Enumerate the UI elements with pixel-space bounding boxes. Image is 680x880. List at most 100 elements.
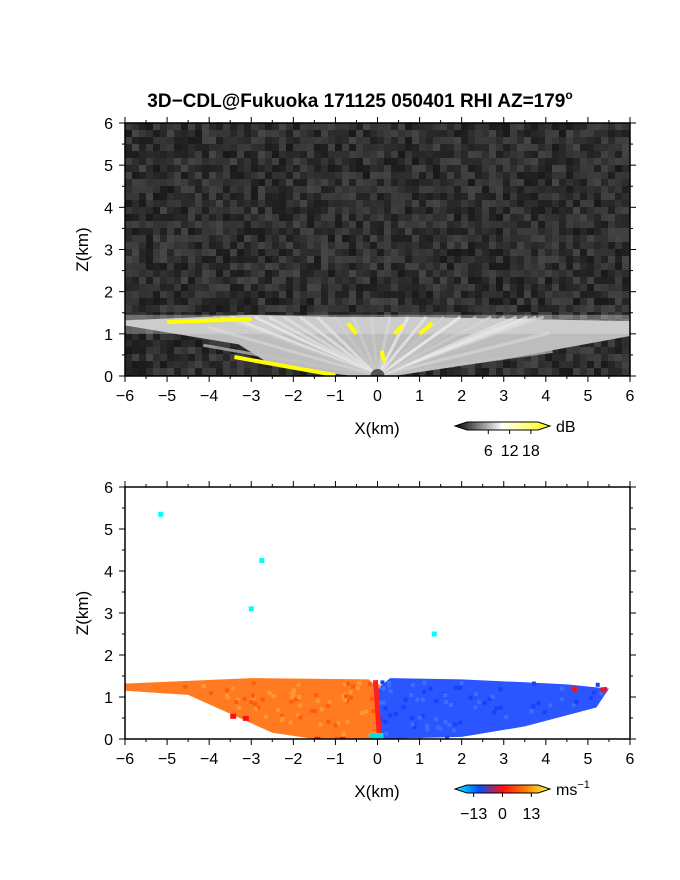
isolated-point-1 <box>259 558 265 563</box>
noise-cell <box>223 123 230 130</box>
noise-cell <box>356 221 363 228</box>
noise-cell <box>601 277 608 284</box>
noise-cell <box>433 151 440 158</box>
noise-cell <box>321 130 328 137</box>
noise-cell <box>132 256 139 263</box>
noise-cell <box>587 186 594 193</box>
noise-cell <box>601 221 608 228</box>
noise-cell <box>181 228 188 235</box>
noise-cell <box>307 200 314 207</box>
noise-cell <box>188 291 195 298</box>
colorbar-tick-label: 12 <box>501 443 519 460</box>
noise-cell <box>524 151 531 158</box>
noise-cell <box>153 291 160 298</box>
noise-cell <box>615 340 622 347</box>
noise-cell <box>286 256 293 263</box>
noise-cell <box>160 130 167 137</box>
noise-cell <box>391 312 398 319</box>
noise-cell <box>363 151 370 158</box>
noise-cell <box>251 130 258 137</box>
noise-cell <box>405 228 412 235</box>
noise-cell <box>426 312 433 319</box>
noise-cell <box>195 144 202 151</box>
noise-cell <box>503 263 510 270</box>
noise-cell <box>202 235 209 242</box>
noise-cell <box>223 165 230 172</box>
noise-cell <box>279 158 286 165</box>
noise-cell <box>608 263 615 270</box>
noise-cell <box>188 179 195 186</box>
noise-cell <box>538 368 545 375</box>
noise-cell <box>188 284 195 291</box>
noise-cell <box>307 179 314 186</box>
noise-cell <box>188 242 195 249</box>
noise-cell <box>384 263 391 270</box>
noise-cell <box>454 277 461 284</box>
noise-cell <box>391 207 398 214</box>
noise-cell <box>398 214 405 221</box>
noise-cell <box>209 214 216 221</box>
noise-cell <box>237 270 244 277</box>
beam-streak <box>376 315 478 376</box>
noise-cell <box>566 256 573 263</box>
noise-cell <box>300 193 307 200</box>
noise-cell <box>454 151 461 158</box>
noise-cell <box>566 221 573 228</box>
noise-cell <box>475 200 482 207</box>
noise-cell <box>468 270 475 277</box>
noise-cell <box>160 172 167 179</box>
noise-cell <box>174 270 181 277</box>
noise-cell <box>377 179 384 186</box>
noise-cell <box>531 242 538 249</box>
noise-cell <box>258 214 265 221</box>
velocity-speckle <box>336 721 341 726</box>
noise-cell <box>531 144 538 151</box>
noise-cell <box>153 186 160 193</box>
noise-cell <box>412 151 419 158</box>
noise-cell <box>209 291 216 298</box>
noise-cell <box>412 228 419 235</box>
noise-cell <box>566 305 573 312</box>
noise-cell <box>440 249 447 256</box>
noise-cell <box>195 249 202 256</box>
noise-cell <box>559 137 566 144</box>
noise-cell <box>489 242 496 249</box>
noise-cell <box>559 200 566 207</box>
noise-cell <box>377 284 384 291</box>
velocity-speckle <box>548 703 553 708</box>
noise-cell <box>209 137 216 144</box>
noise-cell <box>587 144 594 151</box>
noise-cell <box>307 151 314 158</box>
noise-cell <box>251 207 258 214</box>
noise-cell <box>524 172 531 179</box>
noise-cell <box>209 207 216 214</box>
noise-cell <box>153 354 160 361</box>
noise-cell <box>160 207 167 214</box>
velocity-speckle <box>473 692 478 697</box>
noise-cell <box>223 151 230 158</box>
noise-cell <box>160 284 167 291</box>
velocity-speckle <box>591 690 596 695</box>
noise-cell <box>342 123 349 130</box>
noise-cell <box>601 347 608 354</box>
noise-cell <box>363 130 370 137</box>
noise-cell <box>188 305 195 312</box>
noise-cell <box>468 179 475 186</box>
noise-cell <box>307 284 314 291</box>
noise-cell <box>223 284 230 291</box>
noise-cell <box>258 207 265 214</box>
noise-cell <box>328 298 335 305</box>
noise-cell <box>384 179 391 186</box>
noise-cell <box>314 193 321 200</box>
noise-cell <box>181 256 188 263</box>
noise-cell <box>454 207 461 214</box>
noise-cell <box>293 165 300 172</box>
noise-cell <box>230 151 237 158</box>
noise-cell <box>559 186 566 193</box>
noise-cell <box>181 193 188 200</box>
noise-cell <box>517 305 524 312</box>
noise-cell <box>328 137 335 144</box>
noise-cell <box>328 214 335 221</box>
noise-cell <box>482 179 489 186</box>
noise-cell <box>223 228 230 235</box>
